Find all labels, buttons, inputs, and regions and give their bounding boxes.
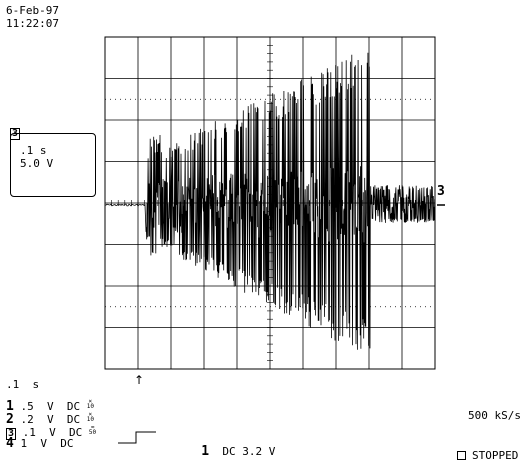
trigger-slope-icon — [118, 431, 156, 444]
channel-row-2: 2 .2 V DC × 10 — [6, 411, 94, 427]
channel-volts: .2 — [20, 413, 34, 426]
channel-coupling: DC — [66, 400, 81, 413]
timebase-readout: .1 s — [6, 378, 40, 391]
channel-unit: V — [40, 437, 47, 450]
channel-volts: .1 — [22, 426, 36, 439]
acquisition-status: STOPPED — [457, 450, 518, 462]
channel-coupling: DC — [60, 437, 74, 450]
probe-top: × — [88, 398, 93, 405]
probe-bottom: 10 — [86, 403, 94, 410]
probe-top: ≈ — [90, 424, 95, 431]
probe-bottom: 50 — [88, 429, 97, 436]
waveform-path — [104, 52, 436, 350]
waveform-trace — [104, 52, 436, 350]
probe-attenuation: × 10 — [86, 411, 94, 423]
sample-rate: 500 kS/s — [468, 409, 521, 422]
channel-unit: V — [49, 426, 56, 439]
probe-bottom: 10 — [86, 416, 94, 423]
channel-number: 2 — [6, 412, 14, 427]
probe-attenuation: × 10 — [86, 398, 94, 410]
channel-volts: 1 — [20, 437, 28, 450]
trace-box-timebase: .1 s — [20, 144, 47, 157]
channel-3-marker: 3 — [437, 184, 445, 199]
channel-number: 4 — [6, 436, 14, 451]
probe-top: × — [88, 411, 93, 418]
channel-unit: V — [46, 413, 54, 426]
channel-unit: V — [46, 400, 54, 413]
trace-box-channel: 3 — [10, 128, 21, 140]
channel-coupling: DC — [69, 426, 83, 439]
channel-number: 1 — [6, 399, 14, 414]
trace-info-box — [10, 133, 96, 197]
trigger-readout: 1 DC 3.2 V — [201, 444, 276, 459]
trace-box-volts: 5.0 V — [20, 157, 54, 170]
probe-attenuation: ≈50 — [88, 424, 97, 436]
trigger-position-arrow: ↑ — [134, 373, 144, 387]
channel-row-4: 4 1 V DC — [6, 436, 80, 451]
capture-date: 6-Feb-97 — [6, 4, 59, 17]
status-indicator-icon — [457, 451, 466, 460]
channel-volts: .5 — [20, 400, 34, 413]
channel-coupling: DC — [66, 413, 81, 426]
channel-row-1: 1 .5 V DC × 10 — [6, 398, 94, 414]
channel-row-3: 3 .1 V DC ≈50 — [6, 425, 96, 440]
capture-time: 11:22:07 — [6, 17, 59, 30]
